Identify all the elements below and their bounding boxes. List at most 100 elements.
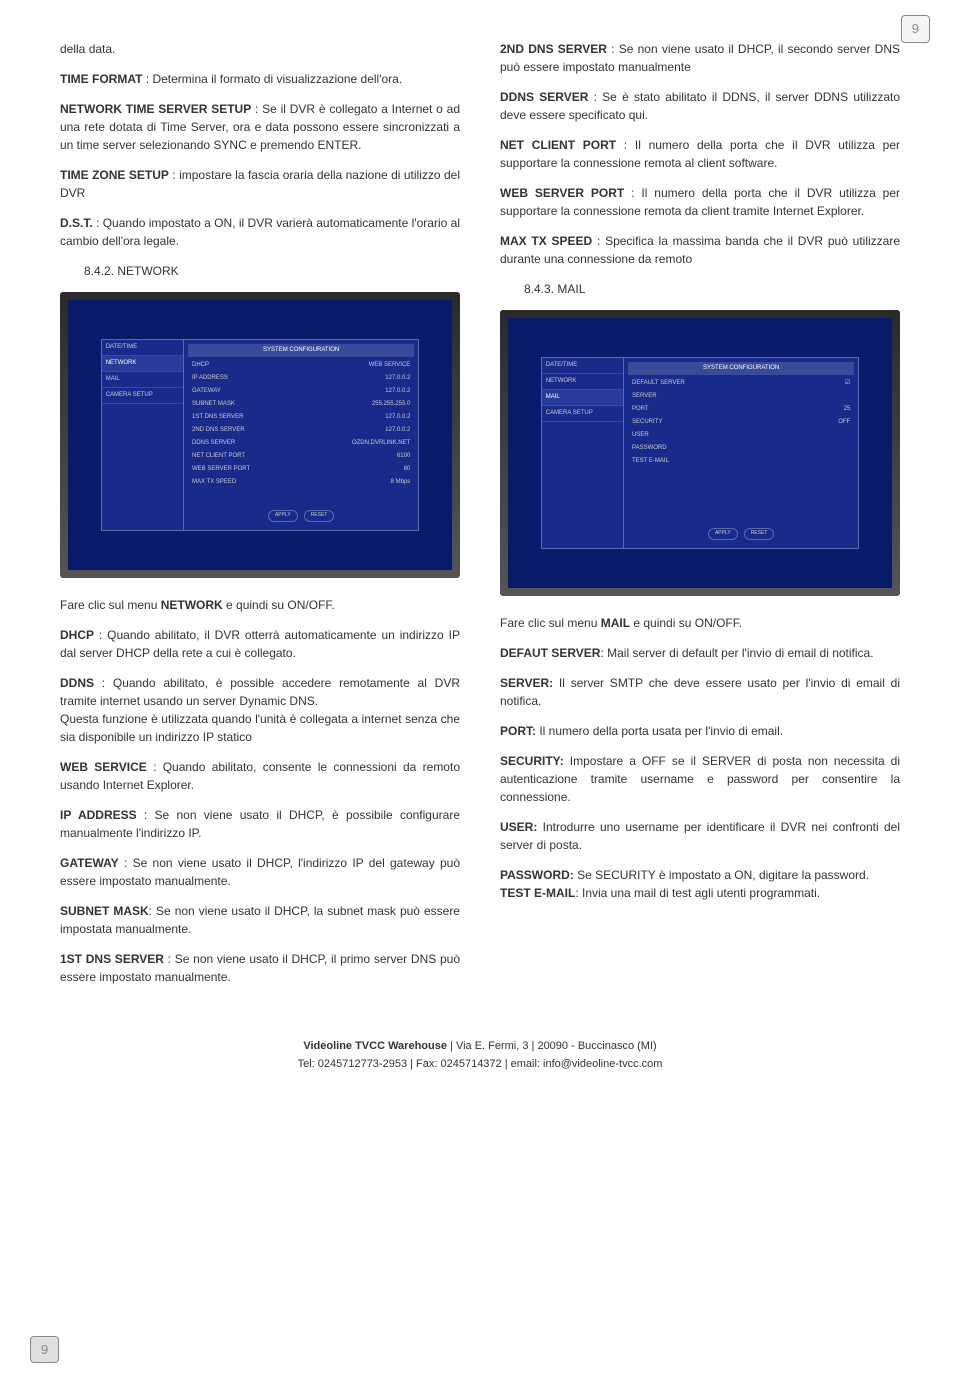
menu-key: SECURITY (632, 418, 662, 427)
menu-sidebar: DATE/TIMENETWORKMAILCAMERA SETUP (102, 340, 184, 530)
paragraph: TEST E-MAIL: Invia una mail di test agli… (500, 884, 900, 902)
paragraph: SECURITY: Impostare a OFF se il SERVER d… (500, 752, 900, 806)
menu-row: 2ND DNS SERVER 127.0.0.2 (188, 424, 414, 437)
menu-value: 127.0.0.2 (385, 413, 410, 422)
paragraph: IP ADDRESS : Se non viene usato il DHCP,… (60, 806, 460, 842)
term: WEB SERVICE (60, 760, 147, 774)
definition: Il server SMTP che deve essere usato per… (500, 676, 900, 708)
menu-buttons: APPLY RESET (188, 506, 414, 526)
menu-row: IP ADDRESS127.0.0.2 (188, 372, 414, 385)
menu-value: 6100 (397, 452, 410, 461)
menu-value: 25 (844, 405, 851, 414)
menu-label: DHCP (192, 361, 209, 370)
term: D.S.T. (60, 216, 93, 230)
text: e quindi su ON/OFF. (223, 598, 335, 612)
menu-key: SERVER (632, 392, 657, 401)
page-number-top: 9 (901, 15, 930, 43)
term: SUBNET MASK (60, 904, 149, 918)
dvr-screenshot-mail: DATE/TIMENETWORKMAILCAMERA SETUP SYSTEM … (500, 310, 900, 596)
paragraph: TIME FORMAT : Determina il formato di vi… (60, 70, 460, 88)
paragraph: DDNS SERVER : Se è stato abilitato il DD… (500, 88, 900, 124)
definition: : Quando impostato a ON, il DVR varierà … (60, 216, 460, 248)
term: PORT: (500, 724, 536, 738)
menu-value: 8 Mbps (391, 478, 411, 487)
address: | Via E. Fermi, 3 | 20090 - Buccinasco (… (447, 1040, 657, 1052)
menu-row: DEFAULT SERVER ☑ (628, 377, 854, 390)
menu-value: OZDN.DVRLINK.NET (352, 439, 410, 448)
term: NET CLIENT PORT (500, 138, 616, 152)
menu-box: DATE/TIMENETWORKMAILCAMERA SETUP SYSTEM … (101, 339, 420, 531)
menu-value: ☑ (845, 379, 850, 388)
menu-row: WEB SERVER PORT80 (188, 463, 414, 476)
paragraph: WEB SERVICE : Quando abilitato, consente… (60, 758, 460, 794)
menu-key: PASSWORD (632, 444, 667, 453)
definition: : Invia una mail di test agli utenti pro… (575, 886, 820, 900)
menu-row: TEST E-MAIL (628, 455, 854, 468)
menu-side-item: MAIL (102, 372, 183, 388)
paragraph: DEFAUT SERVER: Mail server di default pe… (500, 644, 900, 662)
definition: Introdurre uno username per identificare… (500, 820, 900, 852)
left-column: della data. TIME FORMAT : Determina il f… (60, 40, 460, 998)
term: WEB SERVER PORT (500, 186, 624, 200)
company-name: Videoline TVCC Warehouse (303, 1040, 447, 1052)
paragraph: Fare clic sul menu MAIL e quindi su ON/O… (500, 614, 900, 632)
text: Fare clic sul menu (500, 616, 601, 630)
paragraph: WEB SERVER PORT : Il numero della porta … (500, 184, 900, 220)
menu-row: PORT 25 (628, 403, 854, 416)
term: IP ADDRESS (60, 808, 137, 822)
term: USER: (500, 820, 537, 834)
menu-key: DDNS SERVER (192, 439, 235, 448)
menu-value: 127.0.0.2 (385, 426, 410, 435)
menu-side-item: CAMERA SETUP (542, 406, 623, 422)
menu-value: 127.0.0.2 (385, 387, 410, 396)
paragraph: GATEWAY : Se non viene usato il DHCP, l'… (60, 854, 460, 890)
term: NETWORK TIME SERVER SETUP (60, 102, 251, 116)
text: Fare clic sul menu (60, 598, 161, 612)
document-page: 9 della data. TIME FORMAT : Determina il… (0, 0, 960, 1378)
apply-button: APPLY (708, 528, 738, 540)
paragraph: D.S.T. : Quando impostato a ON, il DVR v… (60, 214, 460, 250)
menu-row: USER (628, 429, 854, 442)
menu-label: WEB SERVICE (369, 361, 411, 370)
menu-row: GATEWAY 127.0.0.2 (188, 385, 414, 398)
paragraph: PORT: Il numero della porta usata per l'… (500, 722, 900, 740)
menu-row: SERVER (628, 390, 854, 403)
menu-sidebar: DATE/TIMENETWORKMAILCAMERA SETUP (542, 358, 624, 548)
menu-value: OFF (838, 418, 850, 427)
menu-key: PORT (632, 405, 649, 414)
definition: : Quando abilitato, il DVR otterrà autom… (60, 628, 460, 660)
menu-key: GATEWAY (192, 387, 221, 396)
paragraph: PASSWORD: Se SECURITY è impostato a ON, … (500, 866, 900, 884)
two-column-layout: della data. TIME FORMAT : Determina il f… (60, 40, 900, 998)
menu-row: DDNS SERVER OZDN.DVRLINK.NET (188, 437, 414, 450)
paragraph: DHCP : Quando abilitato, il DVR otterrà … (60, 626, 460, 662)
menu-side-item: MAIL (542, 390, 623, 406)
menu-rows: DEFAULT SERVER ☑ SERVER PORT 25 SECURITY OFF US… (628, 377, 854, 468)
menu-row: 1ST DNS SERVER127.0.0.2 (188, 411, 414, 424)
definition: : Determina il formato di visualizzazion… (142, 72, 402, 86)
reset-button: RESET (744, 528, 775, 540)
term: NETWORK (161, 598, 223, 612)
term: 1ST DNS SERVER (60, 952, 164, 966)
definition: : Quando abilitato, è possible accedere … (60, 676, 460, 708)
definition: : Mail server di default per l'invio di … (600, 646, 873, 660)
reset-button: RESET (304, 510, 335, 522)
paragraph: TIME ZONE SETUP : impostare la fascia or… (60, 166, 460, 202)
term: MAIL (601, 616, 630, 630)
term: SERVER: (500, 676, 553, 690)
screen-inner: DATE/TIMENETWORKMAILCAMERA SETUP SYSTEM … (508, 318, 892, 588)
section-heading: 8.4.2. NETWORK (84, 262, 460, 280)
term: PASSWORD: (500, 868, 574, 882)
menu-key: DEFAULT SERVER (632, 379, 685, 388)
paragraph: SUBNET MASK: Se non viene usato il DHCP,… (60, 902, 460, 938)
menu-side-item: NETWORK (542, 374, 623, 390)
paragraph: della data. (60, 40, 460, 58)
page-footer: Videoline TVCC Warehouse | Via E. Fermi,… (60, 1028, 900, 1073)
footer-line-1: Videoline TVCC Warehouse | Via E. Fermi,… (60, 1038, 900, 1055)
paragraph: NET CLIENT PORT : Il numero della porta … (500, 136, 900, 172)
menu-value: 80 (404, 465, 411, 474)
menu-key: 2ND DNS SERVER (192, 426, 245, 435)
menu-side-item: CAMERA SETUP (102, 388, 183, 404)
term: DDNS (60, 676, 94, 690)
definition: : Se non viene usato il DHCP, l'indirizz… (60, 856, 460, 888)
